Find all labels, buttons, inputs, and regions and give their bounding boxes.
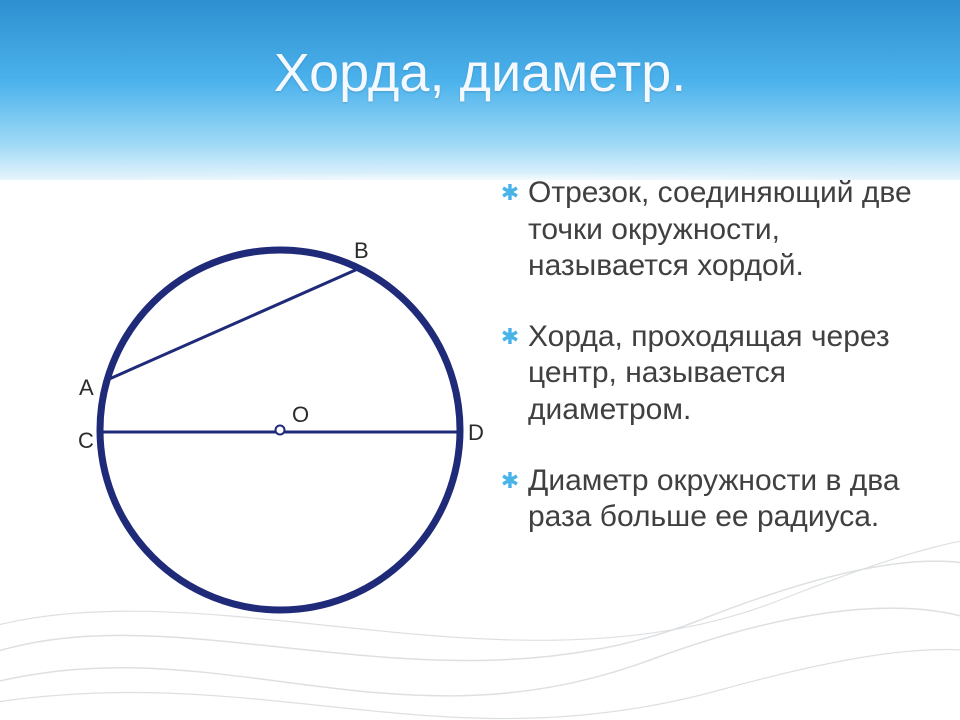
asterisk-icon: ✱ <box>500 323 520 351</box>
bullet-text: Хорда, проходящая через центр, называетс… <box>528 319 920 429</box>
point-label-d: D <box>468 420 484 446</box>
diagram-svg <box>40 210 470 650</box>
list-item: ✱ Хорда, проходящая через центр, называе… <box>500 319 920 429</box>
slide-title: Хорда, диаметр. <box>0 42 960 104</box>
bullet-text: Диаметр окружности в два раза больше ее … <box>528 463 920 536</box>
bullet-list: ✱ Отрезок, соединяющий две точки окружно… <box>500 175 920 570</box>
chord-ab <box>107 268 360 380</box>
list-item: ✱ Отрезок, соединяющий две точки окружно… <box>500 175 920 285</box>
point-label-b: B <box>354 238 369 264</box>
list-item: ✱ Диаметр окружности в два раза больше е… <box>500 463 920 536</box>
bullet-text: Отрезок, соединяющий две точки окружност… <box>528 175 920 285</box>
point-label-o: O <box>292 402 309 428</box>
slide: Хорда, диаметр. A B C D O ✱ Отрезок, сое… <box>0 0 960 720</box>
point-label-a: A <box>79 375 94 401</box>
asterisk-icon: ✱ <box>500 179 520 207</box>
circle-diagram: A B C D O <box>40 210 470 650</box>
center-dot <box>276 426 285 435</box>
asterisk-icon: ✱ <box>500 467 520 495</box>
point-label-c: C <box>78 428 94 454</box>
